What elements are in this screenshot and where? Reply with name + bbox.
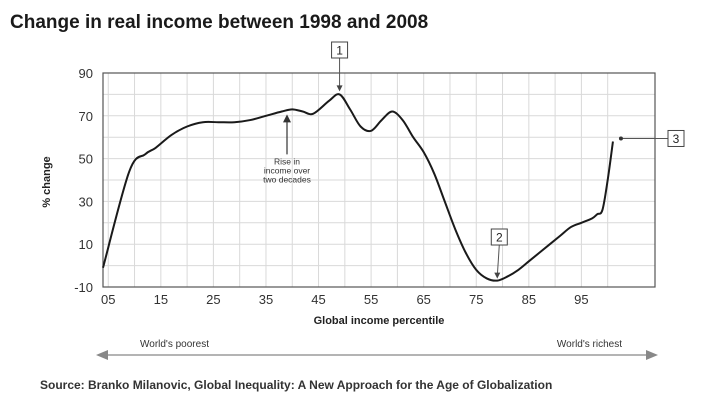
x-axis-label: Global income percentile [314, 315, 445, 327]
x-tick-label: 15 [154, 292, 168, 307]
y-axis-ticks: -10 10 30 50 70 90 [74, 66, 93, 295]
y-tick-label: -10 [74, 280, 93, 295]
x-axis-ticks: 05 15 25 35 45 55 65 75 85 95 [101, 292, 589, 307]
annotation-rise: Rise in income over two decades [263, 114, 311, 184]
x-tick-label: 75 [469, 292, 483, 307]
rise-text-line: Rise in [274, 156, 300, 166]
annotation-box [331, 41, 349, 59]
x-tick-label: 05 [101, 292, 115, 307]
annotation-leader [496, 244, 500, 277]
right-arrowhead-icon [646, 350, 658, 360]
series-line [102, 93, 614, 282]
left-arrowhead-icon [96, 350, 108, 360]
annotation-box-3: 3 [618, 129, 685, 147]
plot-frame [102, 72, 656, 288]
rise-text-line: two decades [263, 174, 311, 184]
y-axis-label: % change [41, 156, 53, 207]
x-tick-label: 55 [364, 292, 378, 307]
rise-annotation-text: Rise in income over two decades [263, 156, 311, 184]
x-tick-label: 65 [416, 292, 430, 307]
source-note: Source: Branko Milanovic, Global Inequal… [40, 378, 552, 392]
annotation-number: 3 [673, 132, 680, 146]
annotation-box-2: 2 [490, 228, 508, 279]
x-tick-label: 95 [574, 292, 588, 307]
x-tick-label: 25 [206, 292, 220, 307]
y-tick-label: 30 [79, 194, 93, 209]
y-tick-label: 70 [79, 109, 93, 124]
x-tick-label: 35 [259, 292, 273, 307]
y-tick-label: 90 [79, 66, 93, 81]
poorest-richest-arrow: World's poorest World's richest [96, 339, 658, 360]
annotation-box-1: 1 [331, 41, 349, 92]
annotation-number: 2 [496, 231, 503, 245]
x-tick-label: 45 [311, 292, 325, 307]
y-tick-label: 50 [79, 152, 93, 167]
rise-text-line: income over [264, 165, 310, 175]
arrowhead-icon [494, 272, 501, 279]
annotation-box [490, 228, 508, 246]
grid [103, 72, 655, 288]
x-tick-label: 85 [522, 292, 536, 307]
richest-label: World's richest [557, 339, 622, 350]
rise-arrow-head [283, 114, 291, 123]
arrowhead-icon [336, 85, 343, 92]
y-tick-label: 10 [79, 237, 93, 252]
annotation-number: 1 [336, 44, 343, 58]
poorest-label: World's poorest [140, 339, 209, 350]
chart-title: Change in real income between 1998 and 2… [10, 12, 428, 33]
annotation-box [667, 129, 685, 147]
annotation-dot [618, 136, 623, 141]
